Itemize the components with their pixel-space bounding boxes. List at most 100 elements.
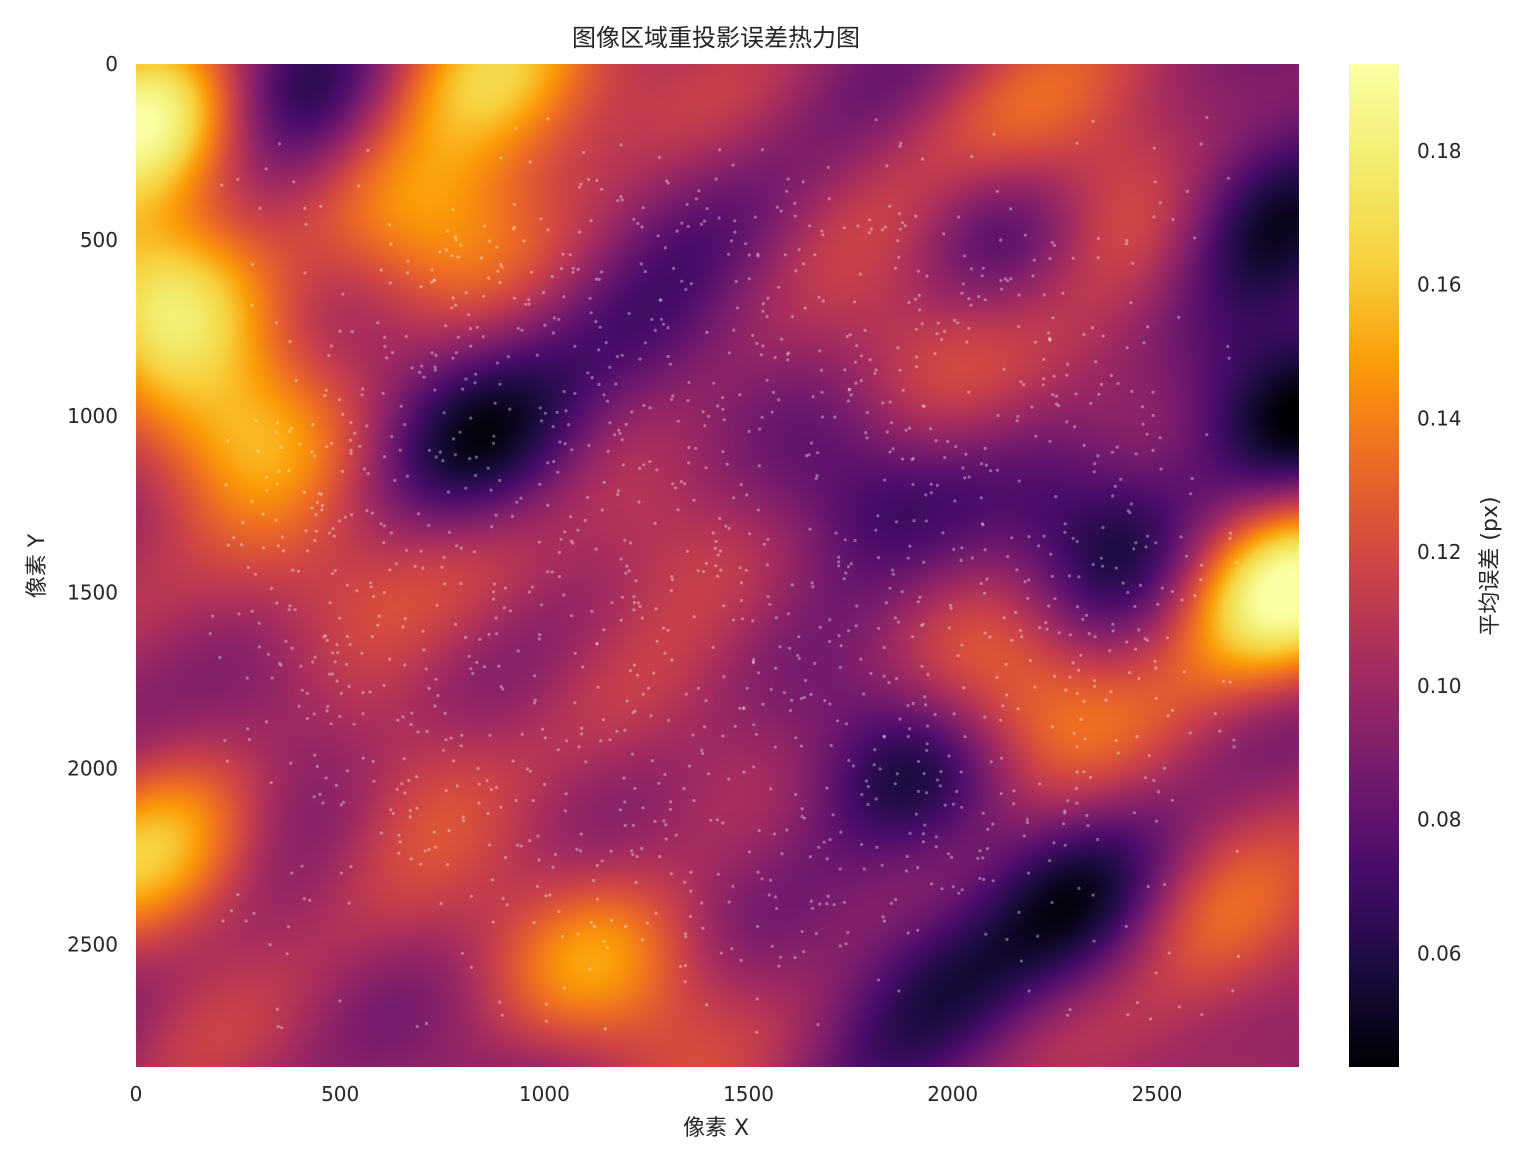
feature-point xyxy=(274,321,279,325)
feature-point xyxy=(943,803,947,807)
feature-point xyxy=(916,600,920,604)
feature-point xyxy=(936,321,940,325)
feature-point xyxy=(890,568,895,572)
feature-point xyxy=(1101,334,1105,338)
feature-point xyxy=(849,562,853,566)
feature-point xyxy=(996,413,1000,418)
feature-point xyxy=(486,466,490,470)
feature-point xyxy=(325,709,329,713)
feature-point xyxy=(1071,661,1075,665)
feature-point xyxy=(1159,467,1163,471)
feature-point xyxy=(684,692,688,696)
feature-point xyxy=(1051,316,1055,320)
feature-point xyxy=(305,549,310,553)
feature-point xyxy=(449,736,453,740)
feature-point xyxy=(485,779,489,783)
feature-point xyxy=(221,919,225,923)
feature-point xyxy=(321,801,325,805)
feature-point xyxy=(1154,971,1158,975)
feature-point xyxy=(740,617,745,621)
feature-point xyxy=(716,553,720,557)
feature-point xyxy=(940,887,944,891)
feature-point xyxy=(1002,616,1006,620)
feature-point xyxy=(333,660,337,664)
feature-point xyxy=(582,150,586,154)
feature-point xyxy=(906,704,910,708)
feature-point xyxy=(482,665,487,669)
feature-point xyxy=(638,466,642,470)
feature-point xyxy=(960,546,964,550)
feature-point xyxy=(1087,632,1091,636)
feature-point xyxy=(571,270,575,274)
y-tick-label: 2000 xyxy=(67,756,118,780)
feature-point xyxy=(1074,392,1078,396)
feature-point xyxy=(748,532,752,536)
feature-point xyxy=(552,460,556,464)
feature-point xyxy=(1048,338,1052,342)
feature-point xyxy=(821,299,825,303)
feature-point xyxy=(564,739,569,743)
feature-point xyxy=(390,435,394,439)
feature-point xyxy=(904,869,909,873)
feature-point xyxy=(834,531,838,535)
feature-point xyxy=(1015,568,1019,572)
feature-point xyxy=(229,909,234,913)
feature-point xyxy=(1113,484,1117,488)
feature-point xyxy=(504,856,508,860)
feature-point xyxy=(464,486,468,490)
feature-point xyxy=(1110,450,1114,454)
feature-point xyxy=(866,802,870,807)
feature-point xyxy=(1135,1001,1140,1005)
feature-point xyxy=(1032,258,1036,262)
feature-point xyxy=(943,456,947,460)
feature-point xyxy=(969,267,974,271)
feature-point xyxy=(444,248,448,252)
feature-point xyxy=(1170,798,1174,802)
feature-point xyxy=(489,788,494,792)
feature-point xyxy=(980,462,984,466)
feature-point xyxy=(331,651,335,655)
feature-point xyxy=(1171,217,1175,222)
feature-point xyxy=(1089,401,1093,405)
colorbar-tick-label: 0.08 xyxy=(1417,808,1462,832)
feature-point xyxy=(790,583,794,587)
feature-point xyxy=(444,324,448,328)
feature-point xyxy=(1158,201,1162,205)
feature-point xyxy=(605,946,610,950)
feature-point xyxy=(843,368,847,372)
feature-point xyxy=(842,577,846,581)
feature-point xyxy=(401,715,405,719)
feature-point xyxy=(349,421,353,425)
feature-point xyxy=(923,695,927,699)
feature-point xyxy=(540,419,544,423)
feature-point xyxy=(360,651,364,655)
feature-point xyxy=(506,355,510,359)
feature-point xyxy=(634,579,638,583)
feature-point xyxy=(546,228,550,232)
feature-point xyxy=(642,463,646,467)
feature-point xyxy=(341,412,345,416)
feature-point xyxy=(1109,690,1113,694)
feature-point xyxy=(345,662,349,666)
feature-point xyxy=(247,737,251,742)
feature-point xyxy=(469,965,474,970)
feature-point xyxy=(349,448,353,452)
feature-point xyxy=(786,358,790,362)
feature-point xyxy=(241,521,245,525)
feature-point xyxy=(668,362,673,366)
feature-point xyxy=(371,594,375,599)
feature-point xyxy=(820,390,824,394)
feature-point xyxy=(843,538,847,542)
feature-point xyxy=(991,879,995,883)
feature-point xyxy=(874,118,878,122)
feature-point xyxy=(587,177,591,181)
feature-point xyxy=(1121,581,1125,585)
feature-point xyxy=(799,744,804,748)
feature-point xyxy=(793,214,797,218)
feature-point xyxy=(403,663,407,667)
colorbar-axis: 0.060.080.100.120.140.160.18 xyxy=(1417,139,1462,965)
feature-point xyxy=(569,539,574,543)
feature-point xyxy=(560,934,565,939)
feature-point xyxy=(586,371,590,375)
feature-point xyxy=(345,583,349,587)
